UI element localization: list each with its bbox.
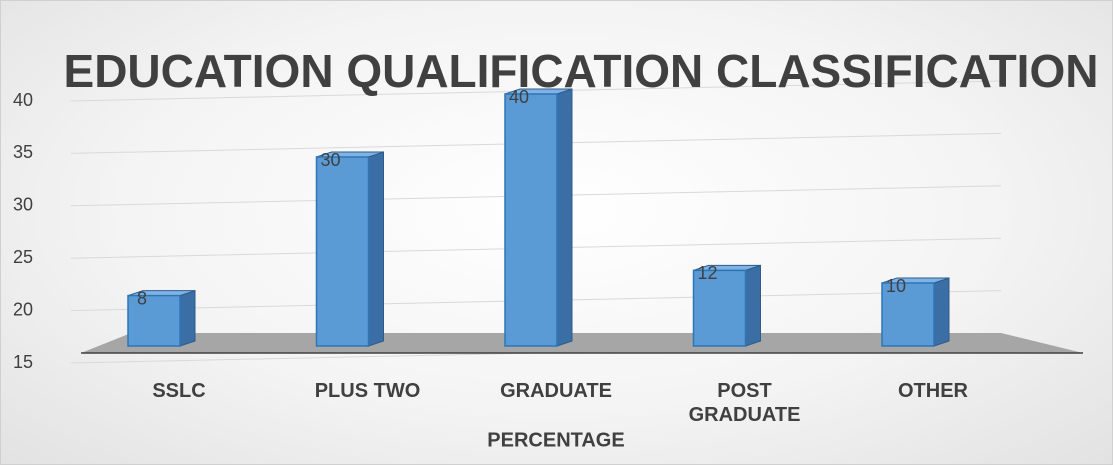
bar-side (179, 289, 196, 347)
bar-side (933, 277, 950, 347)
bar (881, 282, 935, 347)
x-tick-label: PLUS TWO (314, 380, 421, 402)
data-label: 8 (137, 288, 147, 308)
bar (504, 93, 558, 347)
data-label: 40 (509, 87, 529, 107)
y-tick-label: 15 (13, 352, 33, 372)
bar (315, 156, 370, 347)
x-tick-label: GRADUATE (500, 380, 612, 402)
x-tick-label: SSLC (152, 380, 206, 402)
data-label: 12 (697, 263, 717, 283)
y-tick-label: 35 (13, 142, 33, 162)
y-tick-label: 30 (13, 195, 33, 215)
bar-side (556, 88, 573, 347)
bar (127, 294, 181, 347)
data-label: 10 (886, 276, 906, 296)
data-label: 30 (320, 150, 340, 170)
x-tick-label: OTHER (898, 380, 968, 402)
chart-title: EDUCATION QUALIFICATION CLASSIFICATION (64, 45, 1099, 97)
y-tick-label: 20 (13, 299, 33, 319)
bar-side (368, 151, 384, 347)
x-axis-title: PERCENTAGE (487, 429, 624, 451)
x-tick-label: POST GRADUATE (688, 380, 801, 426)
y-tick-label: 40 (13, 90, 33, 110)
y-tick-label: 25 (13, 247, 33, 267)
bar-side (745, 264, 761, 347)
bars: 8 30 40 12 10 (127, 87, 950, 347)
bar (692, 269, 747, 347)
